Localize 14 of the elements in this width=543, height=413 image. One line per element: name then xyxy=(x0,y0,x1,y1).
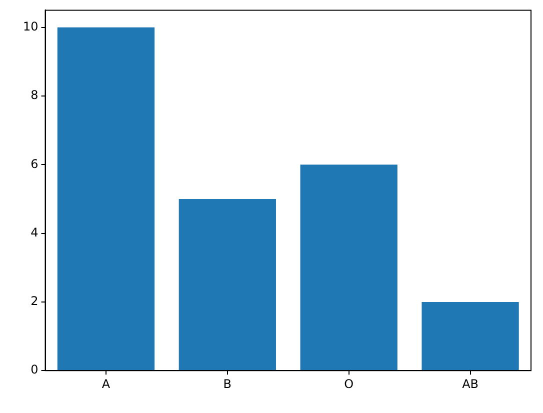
y-tick-label: 0 xyxy=(30,362,38,377)
bar xyxy=(422,302,519,370)
bar xyxy=(178,198,276,370)
x-tick-label: O xyxy=(344,376,354,391)
x-tick-label: AB xyxy=(462,376,479,391)
y-tick-label: 4 xyxy=(30,225,38,240)
y-tick-label: 2 xyxy=(30,294,38,308)
bar xyxy=(300,164,398,370)
y-tick-label: 6 xyxy=(30,156,38,171)
x-tick-label: B xyxy=(223,376,232,391)
y-tick-label: 10 xyxy=(22,19,38,34)
y-tick-label: 8 xyxy=(30,88,38,102)
bar xyxy=(57,27,155,370)
x-tick-label: A xyxy=(102,376,111,391)
